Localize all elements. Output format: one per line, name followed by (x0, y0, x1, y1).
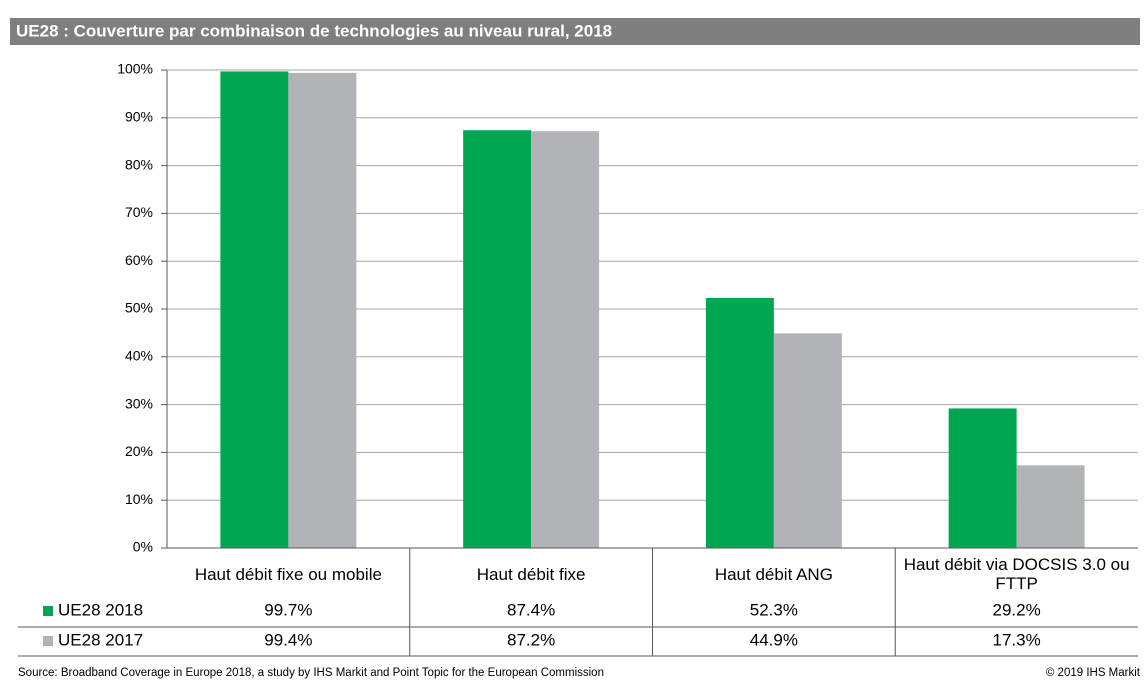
legend-label: UE28 2017 (58, 630, 143, 649)
y-tick-label: 70% (125, 204, 153, 220)
title-bar (10, 18, 1140, 45)
bar (463, 130, 532, 548)
data-label: 52.3% (750, 600, 798, 619)
bar (948, 408, 1017, 548)
y-tick-label: 0% (133, 539, 153, 555)
x-label-box: Haut débit fixe (476, 564, 586, 584)
x-tick-label: Haut débit ANG (714, 564, 833, 584)
x-tick-label: Haut débit fixe (476, 564, 586, 584)
data-label: 17.3% (993, 630, 1041, 649)
y-tick-label: 60% (125, 252, 153, 268)
bar (220, 71, 289, 549)
y-tick-label: 30% (125, 395, 153, 411)
data-label: 99.4% (264, 630, 312, 649)
copyright: © 2019 IHS Markit (1046, 667, 1141, 679)
source: Source: Broadband Coverage in Europe 201… (18, 667, 604, 679)
y-tick-label: 10% (125, 491, 153, 507)
x-tick-label: Haut débit fixe ou mobile (194, 564, 382, 584)
y-tick-label: 80% (125, 156, 153, 172)
legend-swatch (43, 606, 53, 616)
y-tick-label: 90% (125, 109, 153, 125)
data-label: 87.2% (507, 630, 555, 649)
x-tick-label: Haut débit via DOCSIS 3.0 ou FTTP (903, 555, 1130, 593)
y-tick-label: 50% (125, 300, 153, 316)
bar (1016, 465, 1085, 548)
y-tick-label: 40% (125, 348, 153, 364)
bar (773, 333, 842, 548)
data-label: 87.4% (507, 600, 555, 619)
data-label: 44.9% (750, 630, 798, 649)
legend-swatch (43, 636, 53, 646)
bar (705, 298, 774, 548)
data-label: 99.7% (264, 600, 312, 619)
bar (531, 131, 600, 548)
y-tick-label: 20% (125, 443, 153, 459)
y-tick-label: 100% (117, 61, 153, 77)
x-label-box: Haut débit via DOCSIS 3.0 ou FTTP (903, 555, 1130, 593)
legend-label: UE28 2018 (58, 600, 143, 619)
chart-title: UE28 : Couverture par combinaison de tec… (16, 21, 612, 40)
data-label: 29.2% (993, 600, 1041, 619)
x-label-box: Haut débit fixe ou mobile (194, 564, 382, 584)
x-label-box: Haut débit ANG (714, 564, 833, 584)
bar (288, 72, 357, 549)
